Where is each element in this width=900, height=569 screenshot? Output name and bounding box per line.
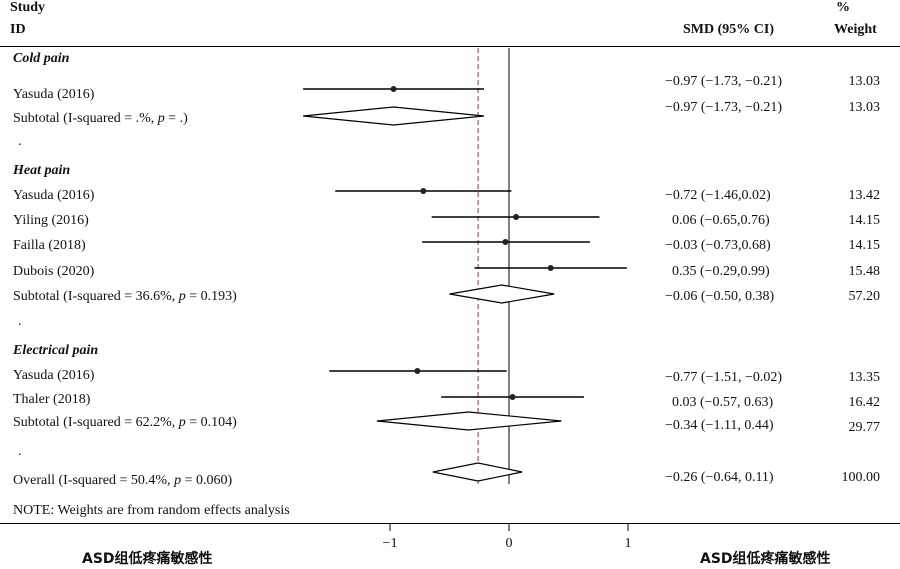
header-weight: Weight	[834, 22, 877, 37]
header-id: ID	[10, 22, 26, 37]
overall-weight: 100.00	[841, 470, 881, 485]
subtotal-label: Subtotal (I-squared = 36.6%, p = 0.193)	[13, 289, 237, 304]
study-point	[414, 368, 421, 374]
study-weight: 16.42	[848, 395, 881, 410]
group-spacer-dot: .	[18, 444, 22, 459]
study-name: Thaler (2018)	[13, 392, 91, 407]
study-point	[513, 214, 520, 220]
study-weight: 14.15	[848, 238, 881, 253]
x-tick-label: 0	[506, 536, 513, 551]
subtotal-diamond	[376, 411, 562, 431]
study-point	[502, 239, 509, 245]
subtotal-ci: −0.97 (−1.73, −0.21)	[665, 100, 783, 115]
study-ci: 0.35 (−0.29,0.99)	[672, 264, 770, 279]
study-point	[420, 188, 427, 194]
study-name: Yasuda (2016)	[13, 368, 95, 383]
header-percent: %	[836, 0, 850, 15]
study-name: Yasuda (2016)	[13, 188, 95, 203]
group-title-electrical-pain: Electrical pain	[13, 343, 99, 358]
subtotal-weight: 13.03	[848, 100, 881, 115]
study-ci: 0.03 (−0.57, 0.63)	[672, 395, 774, 410]
study-weight: 13.03	[848, 74, 881, 89]
study-weight: 13.35	[848, 370, 881, 385]
study-weight: 15.48	[848, 264, 881, 279]
subtotal-label: Subtotal (I-squared = .%, p = .)	[13, 111, 188, 126]
group-title-heat-pain: Heat pain	[13, 163, 71, 178]
group-spacer-dot: .	[18, 314, 22, 329]
study-name: Dubois (2020)	[13, 264, 95, 279]
overall-diamond	[432, 462, 523, 482]
subtotal-weight: 57.20	[848, 289, 881, 304]
x-tick-label: −1	[383, 536, 398, 551]
study-weight: 13.42	[848, 188, 881, 203]
subtotal-ci: −0.06 (−0.50, 0.38)	[665, 289, 775, 304]
study-name: Failla (2018)	[13, 238, 86, 253]
x-tick-label: 1	[625, 536, 632, 551]
footnote: NOTE: Weights are from random effects an…	[13, 503, 290, 518]
study-ci: −0.97 (−1.73, −0.21)	[665, 74, 783, 89]
study-name: Yasuda (2016)	[13, 87, 95, 102]
header-study: Study	[10, 0, 46, 15]
subtotal-diamond	[449, 284, 555, 304]
study-name: Yiling (2016)	[13, 213, 89, 228]
study-point	[390, 86, 397, 92]
group-title-cold-pain: Cold pain	[13, 51, 70, 66]
footer-left-label: ASD组低疼痛敏感性	[82, 551, 213, 567]
subtotal-ci: −0.34 (−1.11, 0.44)	[665, 418, 774, 433]
footer-right-label: ASD组低疼痛敏感性	[700, 551, 831, 567]
subtotal-weight: 29.77	[848, 420, 881, 435]
study-ci: −0.72 (−1.46,0.02)	[665, 188, 771, 203]
study-point	[547, 265, 554, 271]
header-smd: SMD (95% CI)	[683, 22, 774, 37]
study-weight: 14.15	[848, 213, 881, 228]
subtotal-label: Subtotal (I-squared = 62.2%, p = 0.104)	[13, 415, 237, 430]
group-spacer-dot: .	[18, 134, 22, 149]
study-point	[509, 394, 516, 400]
study-ci: −0.77 (−1.51, −0.02)	[665, 370, 783, 385]
subtotal-diamond	[303, 106, 485, 126]
study-ci: 0.06 (−0.65,0.76)	[672, 213, 770, 228]
overall-ci: −0.26 (−0.64, 0.11)	[665, 470, 774, 485]
overall-label: Overall (I-squared = 50.4%, p = 0.060)	[13, 473, 233, 488]
study-ci: −0.03 (−0.73,0.68)	[665, 238, 771, 253]
